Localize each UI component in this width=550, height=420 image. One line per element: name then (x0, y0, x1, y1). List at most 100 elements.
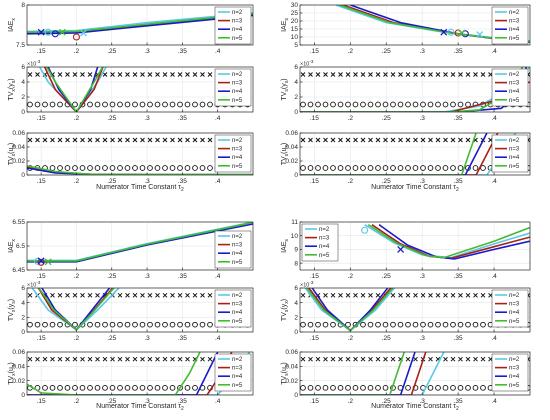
x-tick-label: .25 (382, 335, 391, 342)
cross-marker (50, 356, 55, 362)
legend-entry: n=4 (509, 374, 520, 380)
y-tick-label: 4 (294, 300, 298, 307)
legend-entry: n=2 (509, 293, 520, 299)
circle-marker (132, 165, 138, 171)
y-axis-exponent: ×10-3 (300, 59, 314, 68)
ylabel-main: TV (281, 91, 288, 100)
cross-marker (80, 292, 85, 298)
x-tick-label: .4 (491, 48, 497, 55)
y-tick-label: 0.02 (12, 378, 25, 385)
y-tick-label: 4 (294, 79, 298, 86)
cross-marker (428, 72, 433, 77)
ylabel-close: ) (8, 362, 15, 364)
cross-marker (360, 137, 366, 143)
chart-bottom-left-2: .15 .2 .25 .3 .35 .4 0 2 4 6 ×10-3 TVx(ys) n=2 n=3 n=4… (8, 280, 254, 342)
ylabel-main: TV (8, 156, 15, 165)
circle-marker (405, 321, 411, 328)
cross-marker (398, 72, 403, 77)
circle-marker (94, 321, 101, 328)
legend-entry: n=4 (232, 155, 243, 161)
circle-marker (315, 321, 321, 328)
series-line-n5 (300, 133, 477, 175)
y-tick-label: 0.04 (12, 144, 25, 151)
cross-marker (390, 292, 396, 298)
x-tick-label: .35 (454, 398, 463, 405)
circle-marker (147, 384, 153, 391)
legend: n=2 n=3 n=4 n=5 (214, 230, 252, 269)
circle-marker (465, 384, 471, 391)
cross-marker (207, 356, 213, 362)
cross-marker (368, 137, 373, 143)
circle-marker (117, 321, 123, 328)
cross-marker (132, 292, 138, 298)
circle-marker (367, 384, 374, 391)
circle-marker (169, 321, 176, 328)
cross-marker (170, 356, 175, 362)
ylabel-sub: x (11, 18, 17, 21)
axes-box (26, 132, 254, 176)
x-tick-label: .2 (74, 115, 80, 122)
cross-marker (435, 292, 441, 298)
series-line-n5 (300, 352, 405, 395)
y-tick-label: 8 (294, 260, 298, 267)
circle-marker (199, 165, 206, 171)
x-tick-label: .4 (215, 48, 221, 55)
y-axis-label: TVs(yx) (281, 299, 290, 321)
ylabel-close: ) (281, 143, 288, 145)
y-tick-label: 0.04 (285, 364, 298, 371)
y-tick-label: 6 (294, 285, 298, 292)
circle-marker (162, 165, 168, 171)
circle-marker (315, 165, 321, 171)
legend-entry: n=2 (232, 293, 243, 299)
y-tick-label: 0 (294, 109, 298, 116)
circle-marker (360, 101, 366, 108)
legend-entry: n=4 (232, 27, 243, 33)
ylabel-suffix-sub: x (284, 364, 290, 367)
x-tick-label: .25 (382, 398, 391, 405)
legend-entry: n=3 (509, 147, 520, 153)
cross-marker (420, 292, 426, 298)
cross-marker (345, 72, 351, 77)
circle-marker (199, 321, 206, 328)
chart-top-left-2: .15 .2 .25 .3 .35 .4 0 2 4 6 ×10-3 TVx(ys) n=2 n=3 n=4… (8, 59, 254, 122)
x-tick-label: .25 (382, 178, 391, 185)
y-axis-label: TVs(yx) (281, 78, 290, 100)
cross-marker (65, 292, 70, 298)
circle-marker (184, 101, 191, 108)
circle-marker (427, 321, 434, 328)
x-tick-label: .15 (37, 48, 46, 55)
y-tick-label: 0 (21, 109, 25, 116)
circle-marker (337, 384, 344, 391)
circle-marker (420, 101, 426, 108)
cross-marker (65, 356, 70, 362)
circle-marker (124, 101, 131, 108)
exponent-base: ×10 (300, 283, 309, 289)
circle-marker (147, 321, 153, 328)
y-tick-label: 2 (294, 315, 298, 322)
cross-marker (162, 72, 168, 77)
optimum-circle-marker (51, 30, 59, 38)
cross-marker (413, 356, 418, 362)
cross-marker (170, 292, 175, 298)
cross-marker (80, 356, 85, 362)
circle-marker (427, 384, 434, 391)
cross-marker (308, 137, 313, 143)
circle-marker (57, 101, 63, 108)
ylabel-sub: x (11, 239, 17, 242)
x-axis-label: Numerator Time Constant τ2 (371, 184, 459, 193)
cross-marker (132, 137, 138, 143)
legend-entry: n=5 (232, 164, 243, 170)
y-axis-exponent: ×10-3 (27, 59, 41, 68)
cross-marker (465, 137, 471, 143)
circle-marker (49, 384, 56, 391)
legend: n=2 n=3 n=4 n=5 (491, 134, 529, 173)
circle-marker (177, 101, 183, 108)
cross-marker (27, 292, 33, 298)
y-tick-label: 0.02 (12, 158, 25, 165)
legend-entry: n=4 (232, 310, 243, 316)
cross-marker (57, 72, 63, 77)
cross-marker (87, 72, 93, 77)
circle-marker (87, 165, 93, 171)
ylabel-main: TV (281, 375, 288, 384)
x-tick-label: .15 (37, 178, 46, 185)
